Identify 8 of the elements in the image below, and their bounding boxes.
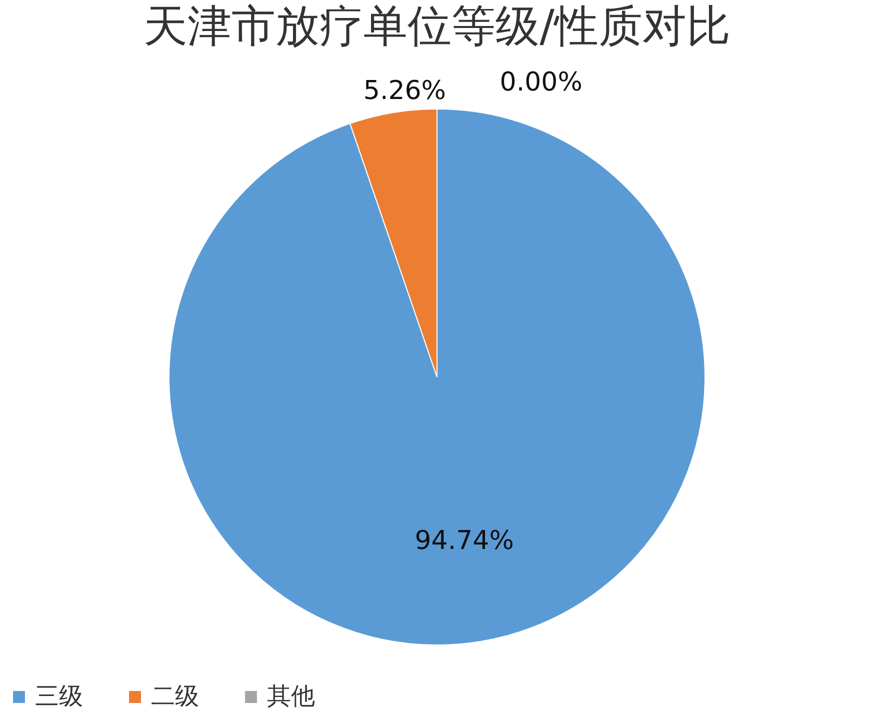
- pie-slice: [168, 108, 706, 646]
- legend-label: 三级: [35, 682, 83, 710]
- data-label: 94.74%: [414, 526, 514, 556]
- chart-title: 天津市放疗单位等级/性质对比: [144, 0, 730, 52]
- legend-label: 二级: [151, 682, 199, 710]
- data-label: 5.26%: [363, 76, 446, 106]
- text: 0.00%: [500, 68, 582, 98]
- legend-label: 其他: [267, 682, 315, 710]
